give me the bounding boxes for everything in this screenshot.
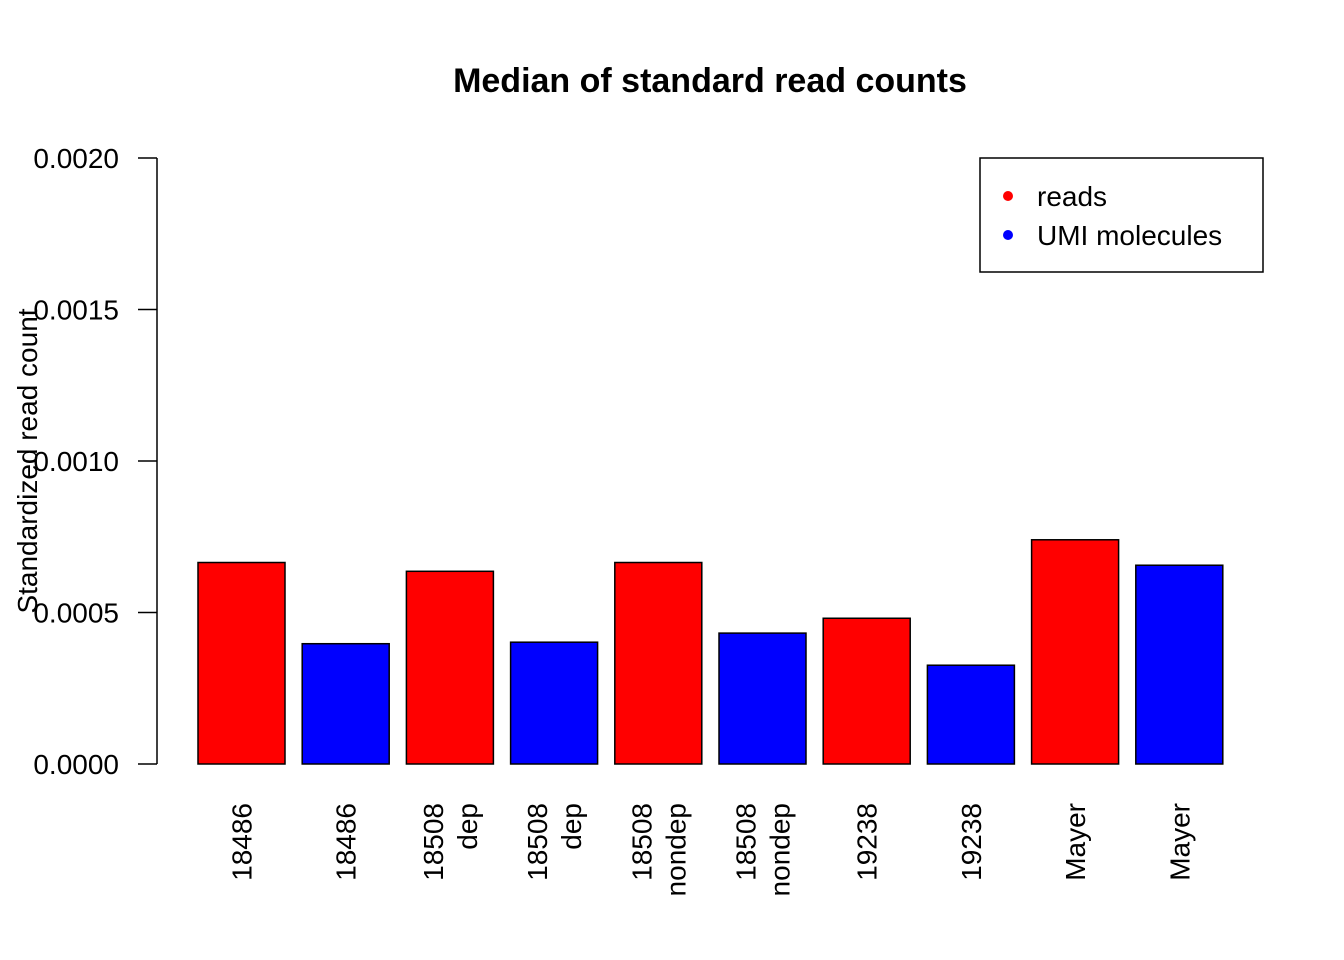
x-tick-label: Mayer	[1164, 803, 1195, 881]
legend-marker-umi	[1003, 230, 1013, 240]
x-tick-label: 18508	[418, 803, 449, 881]
x-tick-label: Mayer	[1060, 803, 1091, 881]
x-tick-label: 19238	[956, 803, 987, 881]
x-tick-label: dep	[452, 803, 483, 850]
legend-label-reads: reads	[1037, 181, 1107, 212]
x-tick-label: 19238	[852, 803, 883, 881]
x-tick-label: 18508	[626, 803, 657, 881]
y-tick-label: 0.0015	[33, 295, 119, 326]
bar-umi-molecules	[1135, 564, 1224, 765]
y-tick-label: 0.0005	[33, 598, 119, 629]
x-tick-label: 18486	[331, 803, 362, 881]
legend-box	[979, 157, 1264, 273]
x-tick-label: dep	[556, 803, 587, 850]
bar-umi-molecules	[926, 664, 1016, 765]
x-tick-labels: 18486 18486 18508 dep 18508 dep 18508 nondep 185…	[227, 803, 1196, 896]
bar-reads	[614, 561, 703, 765]
bar-umi-molecules	[718, 632, 807, 765]
y-axis: 0.0000 0.0005 0.0010 0.0015 0.0020	[33, 143, 158, 780]
y-tick-label: 0.0010	[33, 446, 119, 477]
y-tick-label: 0.0000	[33, 749, 119, 780]
bar-reads	[822, 617, 911, 765]
y-axis-label: Standardized read count	[12, 308, 43, 613]
x-tick-label: 18508	[522, 803, 553, 881]
bar-reads	[405, 570, 495, 765]
x-tick-label: nondep	[765, 803, 796, 896]
x-tick-label: 18508	[731, 803, 762, 881]
legend: reads UMI molecules	[979, 157, 1264, 273]
y-tick-label: 0.0020	[33, 143, 119, 174]
bar-umi-molecules	[301, 642, 390, 765]
bar-umi-molecules	[509, 641, 599, 765]
bar-reads	[197, 561, 286, 765]
x-tick-label: nondep	[660, 803, 691, 896]
legend-marker-reads	[1003, 191, 1013, 201]
bar-reads	[1030, 539, 1120, 765]
chart-title: Median of standard read counts	[453, 62, 967, 100]
x-tick-label: 18486	[227, 803, 258, 881]
legend-label-umi: UMI molecules	[1037, 220, 1222, 251]
bars-group	[197, 539, 1224, 765]
